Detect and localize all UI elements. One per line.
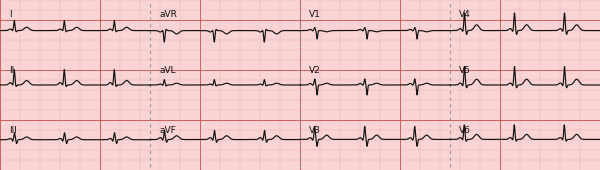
Text: V3: V3 (309, 126, 321, 135)
Text: aVL: aVL (159, 66, 176, 75)
Text: V4: V4 (459, 10, 471, 19)
Text: I: I (9, 10, 11, 19)
Text: V2: V2 (309, 66, 321, 75)
Text: V5: V5 (459, 66, 471, 75)
Text: V6: V6 (459, 126, 471, 135)
Text: aVF: aVF (159, 126, 176, 135)
Text: V1: V1 (309, 10, 321, 19)
Text: II: II (9, 66, 14, 75)
Text: III: III (9, 126, 17, 135)
Text: aVR: aVR (159, 10, 177, 19)
